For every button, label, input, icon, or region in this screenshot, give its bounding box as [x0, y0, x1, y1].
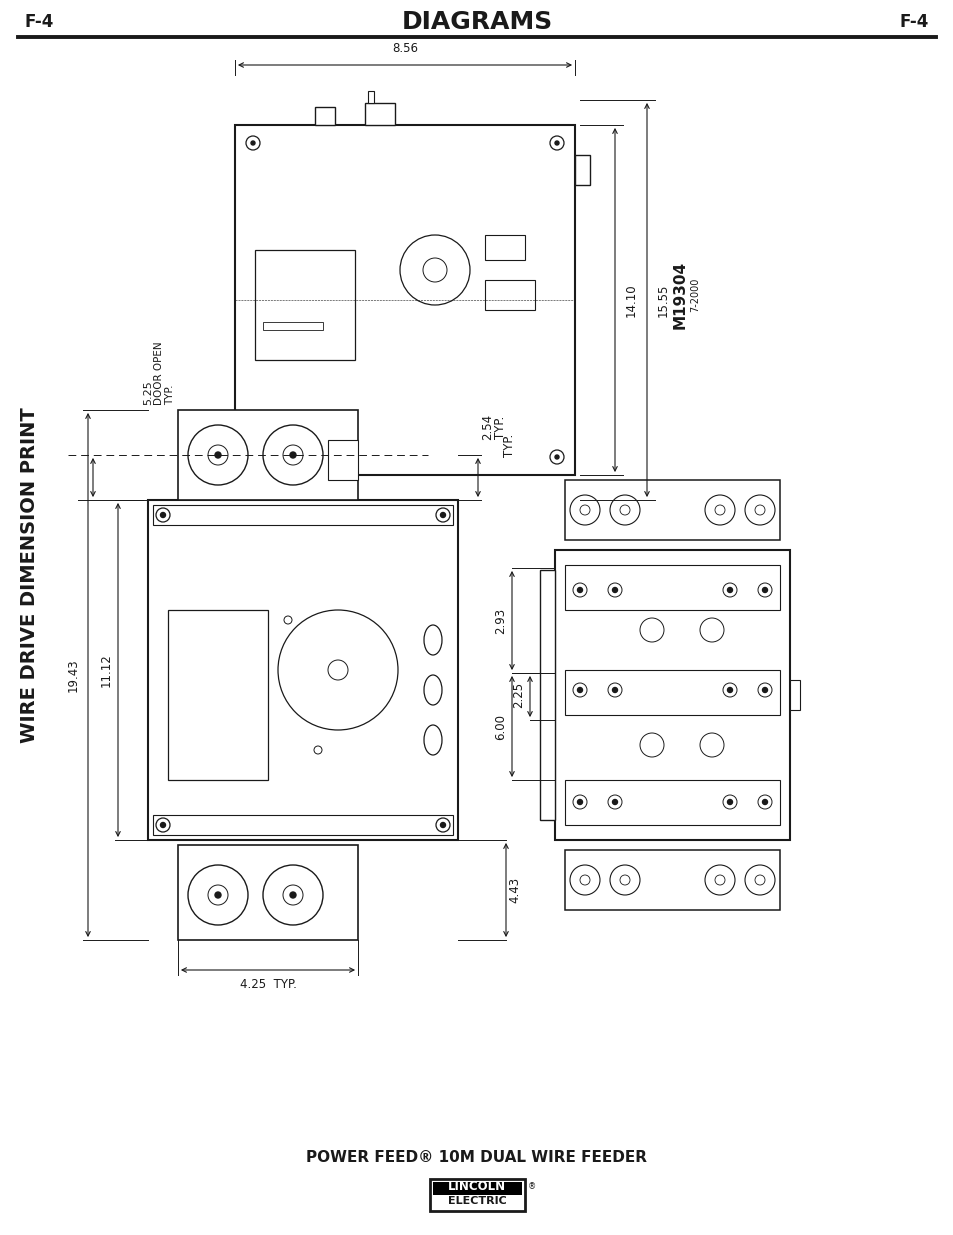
Bar [365, 103, 395, 125]
Circle shape [612, 688, 617, 693]
Bar [430, 1179, 524, 1212]
Circle shape [577, 588, 582, 593]
Circle shape [727, 588, 732, 593]
Bar [152, 815, 453, 835]
Circle shape [214, 452, 221, 458]
Text: POWER FEED® 10M DUAL WIRE FEEDER: POWER FEED® 10M DUAL WIRE FEEDER [306, 1150, 647, 1165]
Text: 11.12: 11.12 [100, 653, 112, 687]
Text: 7-2000: 7-2000 [689, 278, 700, 312]
Text: TYP.: TYP. [165, 384, 174, 405]
Bar [564, 671, 780, 715]
Bar [564, 480, 780, 540]
Text: 2.25: 2.25 [512, 682, 524, 708]
Text: 8.56: 8.56 [392, 42, 417, 56]
Circle shape [727, 688, 732, 693]
Bar [263, 322, 323, 330]
Text: LINCOLN: LINCOLN [448, 1179, 505, 1193]
Polygon shape [234, 415, 285, 475]
Text: 6.00: 6.00 [494, 714, 506, 740]
Bar [539, 571, 555, 820]
Circle shape [251, 454, 254, 459]
Circle shape [577, 688, 582, 693]
Bar [564, 781, 780, 825]
Circle shape [577, 799, 582, 804]
Bar [148, 500, 457, 840]
Ellipse shape [423, 625, 441, 655]
Text: 14.10: 14.10 [624, 283, 638, 317]
Bar [433, 1182, 521, 1195]
Bar [575, 156, 589, 185]
Bar [328, 440, 357, 480]
Bar [555, 550, 789, 840]
Text: TYP.: TYP. [502, 433, 516, 457]
Circle shape [555, 141, 558, 144]
Bar [564, 850, 780, 910]
Text: F-4: F-4 [899, 14, 928, 31]
Bar [484, 235, 524, 261]
Ellipse shape [423, 676, 441, 705]
Text: 5.25: 5.25 [143, 380, 152, 405]
Text: ®: ® [527, 1182, 536, 1192]
Bar [314, 107, 335, 125]
Circle shape [160, 513, 165, 517]
Text: M19304: M19304 [672, 261, 687, 329]
Ellipse shape [423, 725, 441, 755]
Circle shape [761, 688, 767, 693]
Text: ELECTRIC: ELECTRIC [447, 1195, 506, 1207]
Circle shape [440, 513, 445, 517]
Circle shape [612, 588, 617, 593]
Circle shape [214, 892, 221, 898]
Bar [168, 610, 268, 781]
Text: DIAGRAMS: DIAGRAMS [401, 10, 552, 35]
Circle shape [251, 141, 254, 144]
Bar [789, 680, 800, 710]
Bar [152, 505, 453, 525]
Text: 2.54: 2.54 [480, 414, 494, 440]
Bar [564, 564, 780, 610]
Text: WIRE DRIVE DIMENSION PRINT: WIRE DRIVE DIMENSION PRINT [20, 408, 39, 743]
Bar [178, 845, 357, 940]
Text: TYP.: TYP. [494, 415, 506, 438]
Bar [178, 410, 357, 500]
Circle shape [761, 799, 767, 804]
Bar [368, 91, 374, 103]
Circle shape [290, 892, 295, 898]
Circle shape [440, 823, 445, 827]
Text: 19.43: 19.43 [67, 658, 80, 692]
Bar [254, 249, 355, 359]
Circle shape [727, 799, 732, 804]
Bar [234, 125, 575, 475]
Text: 4.43: 4.43 [507, 877, 520, 903]
Bar [484, 280, 535, 310]
Text: DOOR OPEN: DOOR OPEN [153, 341, 164, 405]
Circle shape [555, 454, 558, 459]
Text: 15.55: 15.55 [657, 283, 669, 316]
Text: 2.93: 2.93 [494, 608, 506, 634]
Circle shape [160, 823, 165, 827]
Circle shape [290, 452, 295, 458]
Circle shape [612, 799, 617, 804]
Text: 4.25  TYP.: 4.25 TYP. [239, 978, 296, 990]
Circle shape [761, 588, 767, 593]
Text: F-4: F-4 [25, 14, 54, 31]
